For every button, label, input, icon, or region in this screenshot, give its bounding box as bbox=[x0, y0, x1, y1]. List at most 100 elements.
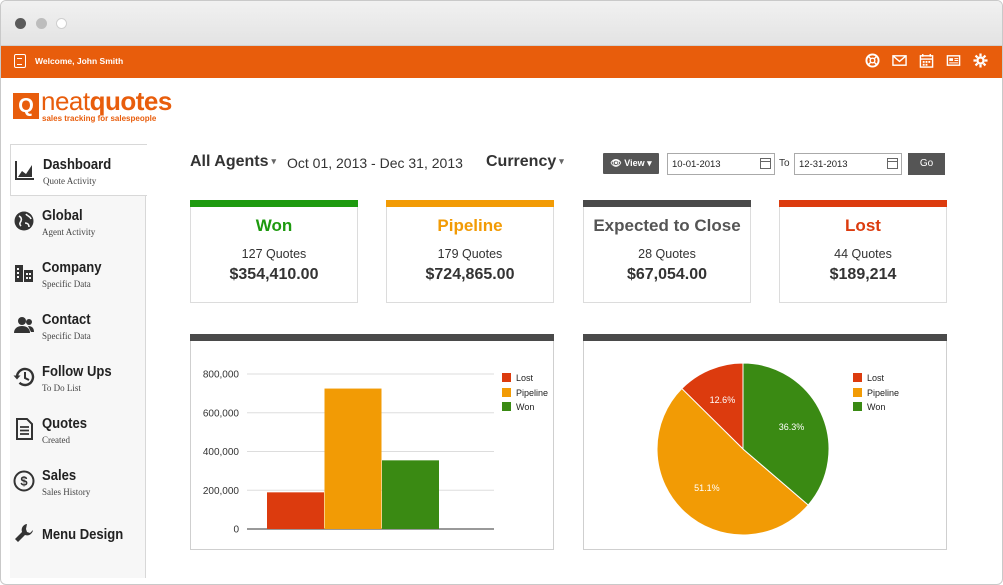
sidebar-item-sales[interactable]: $ Sales Sales History bbox=[10, 456, 146, 508]
people-icon bbox=[14, 317, 34, 333]
currency-dropdown-label: Currency bbox=[486, 153, 557, 170]
calendar-icon[interactable] bbox=[760, 158, 771, 169]
pie-slice-lost bbox=[681, 362, 744, 451]
globe-icon bbox=[14, 211, 34, 231]
legend-item-won: Won bbox=[853, 402, 899, 417]
agents-dropdown[interactable]: All Agents ▾ bbox=[190, 153, 276, 171]
sidebar-item-menu-design[interactable]: Menu Design bbox=[10, 508, 146, 560]
view-button[interactable]: 👁 View ▾ bbox=[603, 153, 659, 174]
sidebar-item-subtitle: Created bbox=[42, 435, 70, 445]
sidebar-item-company[interactable]: Company Specific Data bbox=[10, 248, 146, 300]
welcome-text: Welcome, John Smith bbox=[35, 56, 124, 66]
sidebar-item-label: Menu Design bbox=[42, 527, 124, 543]
sidebar-item-label: Follow Ups bbox=[42, 364, 112, 380]
legend-item-won: Won bbox=[502, 402, 548, 417]
sidebar-item-contact[interactable]: Contact Specific Data bbox=[10, 300, 146, 352]
pie-slice-won bbox=[742, 362, 830, 506]
legend-swatch bbox=[502, 373, 511, 382]
sidebar-item-label: Global bbox=[42, 208, 83, 224]
pie-data-label: 12.6% bbox=[710, 395, 736, 405]
wrench-icon bbox=[15, 524, 33, 542]
currency-dropdown[interactable]: Currency ▾ bbox=[486, 153, 564, 171]
agents-dropdown-label: All Agents bbox=[190, 153, 269, 170]
card-count: 179 Quotes bbox=[437, 247, 503, 261]
brand-tagline: sales tracking for salespeople bbox=[42, 114, 157, 123]
legend-label: Pipeline bbox=[867, 387, 900, 398]
sidebar-item-dashboard[interactable]: Dashboard Quote Activity bbox=[10, 144, 147, 196]
support-icon[interactable] bbox=[865, 53, 880, 68]
to-date-field[interactable]: 12-31-2013 bbox=[794, 153, 902, 175]
legend-swatch bbox=[502, 387, 511, 397]
bar-pipeline bbox=[324, 388, 382, 529]
expected-to-close-card[interactable]: Expected to Close 28 Quotes $67,054.00 bbox=[583, 200, 751, 303]
y-tick-label: 400,000 bbox=[203, 447, 240, 458]
mail-icon[interactable] bbox=[892, 53, 907, 68]
card-title: Lost bbox=[845, 216, 881, 235]
pie-chart-legend: Lost Pipeline Won bbox=[853, 373, 899, 417]
card-amount: $189,214 bbox=[829, 266, 897, 283]
card-amount: $724,865.00 bbox=[425, 266, 515, 283]
lost-card[interactable]: Lost 44 Quotes $189,214 bbox=[779, 200, 947, 303]
pie-chart: 12.6% 51.1% 36.3% bbox=[656, 362, 830, 536]
sidebar-item-quotes[interactable]: Quotes Created bbox=[10, 404, 146, 456]
sidebar-item-subtitle: Specific Data bbox=[42, 279, 91, 289]
from-date-value: 10-01-2013 bbox=[672, 159, 721, 170]
y-tick-label: 0 bbox=[233, 525, 239, 536]
pipeline-card[interactable]: Pipeline 179 Quotes $724,865.00 bbox=[386, 200, 554, 303]
card-accent-bar bbox=[583, 200, 751, 207]
legend-item-lost: Lost bbox=[853, 373, 899, 388]
svg-text:$: $ bbox=[20, 474, 28, 489]
go-button[interactable]: Go bbox=[908, 153, 945, 175]
legend-swatch bbox=[853, 373, 862, 382]
pie-data-label: 36.3% bbox=[779, 422, 805, 432]
building-icon bbox=[15, 265, 33, 282]
logo-mark: Q bbox=[13, 93, 39, 119]
pie-data-label: 51.1% bbox=[694, 483, 720, 493]
panel-accent-bar bbox=[583, 334, 947, 341]
bar-won bbox=[382, 460, 439, 529]
sidebar-item-label: Quotes bbox=[42, 416, 87, 432]
minimize-window-button[interactable] bbox=[36, 18, 47, 29]
from-date-field[interactable]: 10-01-2013 bbox=[667, 153, 775, 175]
calendar-icon[interactable] bbox=[887, 158, 898, 169]
sidebar-nav: Dashboard Quote Activity Global Agent Ac… bbox=[10, 144, 147, 578]
newspaper-icon[interactable] bbox=[946, 53, 961, 68]
legend-label: Lost bbox=[867, 373, 885, 383]
legend-label: Pipeline bbox=[516, 387, 549, 398]
eye-icon: 👁 bbox=[610, 158, 622, 168]
view-button-label: View bbox=[624, 158, 645, 168]
card-count: 28 Quotes bbox=[638, 247, 696, 261]
profile-icon[interactable] bbox=[14, 54, 26, 68]
brand-name-part1: neat bbox=[41, 86, 90, 116]
close-window-button[interactable] bbox=[15, 18, 26, 29]
sidebar-item-subtitle: To Do List bbox=[42, 383, 81, 393]
date-range-text: Oct 01, 2013 - Dec 31, 2013 bbox=[287, 155, 463, 171]
card-title: Pipeline bbox=[437, 216, 503, 235]
header-toolbar bbox=[865, 53, 988, 68]
sidebar-item-follow-ups[interactable]: Follow Ups To Do List bbox=[10, 352, 146, 404]
bar-chart-panel: 0 200,000 400,000 600,000 800,000 Lost Pipel… bbox=[190, 334, 554, 550]
card-accent-bar bbox=[190, 200, 358, 207]
sidebar-item-label: Company bbox=[42, 260, 102, 276]
card-accent-bar bbox=[386, 200, 554, 207]
legend-swatch bbox=[853, 387, 862, 397]
sidebar-item-label: Sales bbox=[42, 468, 77, 484]
legend-label: Won bbox=[867, 402, 886, 412]
chart-icon bbox=[15, 161, 34, 180]
card-accent-bar bbox=[779, 200, 947, 207]
sidebar-item-global[interactable]: Global Agent Activity bbox=[10, 196, 146, 248]
maximize-window-button[interactable] bbox=[56, 18, 67, 29]
calendar-icon[interactable] bbox=[919, 53, 934, 68]
sidebar-item-subtitle: Sales History bbox=[42, 487, 91, 497]
legend-item-lost: Lost bbox=[502, 373, 548, 388]
won-card[interactable]: Won 127 Quotes $354,410.00 bbox=[190, 200, 358, 303]
y-tick-label: 200,000 bbox=[203, 486, 240, 497]
card-count: 44 Quotes bbox=[834, 247, 892, 261]
app-header-bar: Welcome, John Smith bbox=[1, 46, 1002, 78]
card-title: Won bbox=[255, 216, 293, 235]
dollar-icon: $ bbox=[13, 470, 35, 492]
legend-item-pipeline: Pipeline bbox=[502, 387, 549, 403]
settings-icon[interactable] bbox=[973, 53, 988, 68]
y-tick-label: 800,000 bbox=[203, 370, 240, 381]
